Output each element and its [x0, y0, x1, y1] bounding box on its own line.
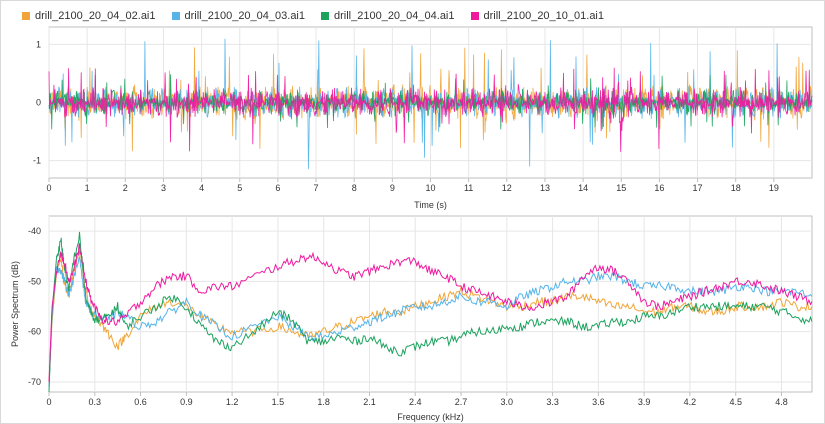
x-tick-label: 18	[731, 183, 741, 193]
x-tick-label: 4.2	[684, 397, 697, 407]
x-tick-label: 3.0	[501, 397, 514, 407]
x-tick-label: 7	[314, 183, 319, 193]
legend-label: drill_2100_20_04_04.ai1	[334, 10, 455, 22]
series-line-spectrum	[48, 243, 813, 382]
legend-label: drill_2100_20_04_03.ai1	[184, 10, 306, 22]
legend-item[interactable]: drill_2100_20_10_01.ai1	[470, 10, 605, 22]
x-tick-label: 14	[578, 183, 588, 193]
legend-swatch-icon	[321, 12, 329, 20]
y-axis-label: Power Spectrum (dB)	[10, 261, 20, 347]
legend-label: drill_2100_20_10_01.ai1	[483, 10, 605, 22]
x-tick-label: 0.9	[180, 397, 193, 407]
x-tick-label: 0	[46, 183, 51, 193]
series-line-spectrum	[48, 250, 813, 382]
x-tick-label: 3.9	[638, 397, 651, 407]
y-tick-label: 1	[36, 39, 41, 49]
x-tick-label: 2.4	[409, 397, 422, 407]
x-tick-label: 2.1	[363, 397, 376, 407]
x-tick-label: 1.2	[226, 397, 239, 407]
x-tick-label: 15	[616, 183, 626, 193]
legend-swatch-icon	[171, 12, 180, 20]
x-tick-label: 6	[275, 183, 280, 193]
x-tick-label: 17	[693, 183, 703, 193]
x-tick-label: 4.5	[729, 397, 742, 407]
x-tick-label: 13	[540, 183, 550, 193]
legend-swatch-icon	[470, 12, 479, 20]
x-tick-label: 2	[123, 183, 128, 193]
x-tick-label: 11	[464, 183, 473, 193]
x-tick-label: 3.6	[592, 397, 605, 407]
x-tick-label: 0.6	[134, 397, 147, 407]
legend: drill_2100_20_04_02.ai1 drill_2100_20_04…	[22, 8, 604, 24]
x-tick-label: 2.7	[455, 397, 468, 407]
series-line-time	[48, 67, 813, 152]
y-tick-label: -1	[33, 156, 41, 166]
x-axis-label: Time (s)	[414, 200, 447, 210]
x-tick-label: 16	[654, 183, 664, 193]
x-tick-label: 3.3	[546, 397, 559, 407]
x-tick-label: 0.3	[89, 397, 102, 407]
series-line-spectrum	[48, 231, 813, 393]
y-tick-label: -40	[28, 226, 41, 236]
y-tick-label: 0	[36, 98, 41, 108]
x-tick-label: 12	[502, 183, 512, 193]
x-tick-label: 5	[237, 183, 242, 193]
x-tick-label: 4	[199, 183, 204, 193]
x-tick-label: 19	[769, 183, 779, 193]
x-tick-label: 1.8	[317, 397, 330, 407]
legend-label: drill_2100_20_04_02.ai1	[35, 10, 156, 22]
y-tick-label: -50	[28, 276, 41, 286]
x-tick-label: 1.5	[272, 397, 285, 407]
x-tick-label: 4.8	[775, 397, 788, 407]
y-tick-label: -70	[28, 377, 41, 387]
y-tick-label: -60	[28, 327, 41, 337]
legend-item[interactable]: drill_2100_20_04_04.ai1	[321, 10, 455, 22]
legend-item[interactable]: drill_2100_20_04_02.ai1	[22, 10, 156, 22]
x-tick-label: 9	[390, 183, 395, 193]
x-tick-label: 10	[425, 183, 435, 193]
x-axis-label: Frequency (kHz)	[397, 412, 464, 422]
x-tick-label: 0	[46, 397, 51, 407]
x-tick-label: 8	[352, 183, 357, 193]
x-tick-label: 3	[161, 183, 166, 193]
legend-swatch-icon	[22, 12, 30, 20]
x-tick-label: 1	[85, 183, 90, 193]
legend-item[interactable]: drill_2100_20_04_03.ai1	[171, 10, 306, 22]
